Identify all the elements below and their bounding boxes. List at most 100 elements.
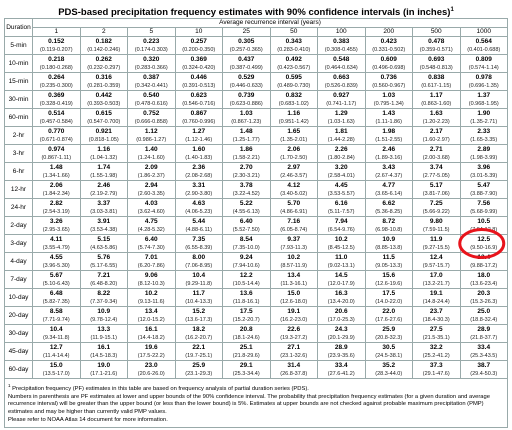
confidence-interval: (12.0-17.9): [327, 280, 355, 287]
confidence-interval: (3.96-5.30): [42, 262, 70, 269]
estimate-value: 0.540: [143, 91, 160, 99]
estimate-value: 0.478: [428, 37, 445, 45]
estimate-cell: 7.01 (6.20-7.86): [127, 252, 176, 271]
estimate-cell: 6.40 (5.74-7.30): [127, 234, 176, 253]
confidence-interval: (6.48-8.20): [90, 280, 118, 287]
confidence-interval: (5.68-9.99): [470, 208, 498, 215]
estimate-cell: 7.21 (6.48-8.20): [79, 270, 128, 289]
estimate-cell: 18.0 (13.6-23.4): [459, 270, 508, 289]
footnote-mark: 1: [8, 383, 11, 388]
confidence-interval: (4.88-6.11): [185, 226, 213, 233]
confidence-interval: (7.94-12.8): [470, 226, 498, 233]
estimate-cell: 22.0 (17.6-27.6): [364, 306, 413, 325]
confidence-interval: (2.95-3.65): [42, 226, 70, 233]
estimate-cell: 10.2 (8.57-11.9): [269, 252, 318, 271]
estimate-value: 0.442: [95, 91, 112, 99]
estimate-value: 1.40: [144, 145, 158, 153]
estimate-cell: 15.0 (12.6-18.0): [269, 288, 318, 307]
estimate-value: 10.9: [382, 235, 396, 243]
confidence-interval: (0.867-1.11): [41, 154, 72, 161]
estimate-cell: 5.70 (4.86-6.91): [269, 198, 318, 217]
confidence-interval: (6.55-8.39): [185, 244, 213, 251]
estimate-cell: 25.0 (18.8-32.4): [459, 306, 508, 325]
estimate-cell: 2.70 (2.30-3.21): [222, 162, 271, 181]
estimate-value: 4.12: [287, 181, 301, 189]
confidence-interval: (3.88-7.90): [470, 190, 498, 197]
confidence-interval: (0.324-0.420): [182, 64, 216, 71]
estimate-cell: 0.218 (0.180-0.268): [32, 54, 81, 73]
confidence-interval: (16.2-20.7): [185, 334, 213, 341]
confidence-interval: (5.82-7.35): [42, 298, 70, 305]
pf-table: Duration Average recurrence interval (yea…: [4, 18, 508, 379]
estimate-cell: 6.48 (5.82-7.35): [32, 288, 81, 307]
title-text: PDS-based precipitation frequency estima…: [58, 7, 451, 19]
confidence-interval: (9.88-17.2): [470, 262, 498, 269]
confidence-interval: (9.05-13.3): [375, 262, 403, 269]
confidence-interval: (9.78-12.4): [90, 316, 118, 323]
estimate-value: 2.33: [477, 127, 491, 135]
confidence-interval: (0.526-0.839): [324, 82, 358, 89]
estimate-cell: 19.6 (17.5-22.2): [127, 342, 176, 361]
estimate-cell: 1.48 (1.34-1.66): [32, 162, 81, 181]
estimate-value: 19.1: [429, 289, 443, 297]
confidence-interval: (25.3-34.4): [232, 370, 260, 377]
duration-cell: 7-day: [4, 270, 33, 289]
estimate-cell: 0.442 (0.393-0.503): [79, 90, 128, 109]
estimate-cell: 10.2 (8.45-12.5): [317, 234, 366, 253]
confidence-interval: (0.308-0.455): [324, 46, 358, 53]
estimate-cell: 0.182 (0.142-0.246): [79, 36, 128, 55]
confidence-interval: (17.6-27.6): [375, 316, 403, 323]
confidence-interval: (29.1-47.6): [422, 370, 450, 377]
estimate-value: 1.63: [429, 109, 443, 117]
estimate-cell: 4.75 (4.28-5.32): [127, 216, 176, 235]
estimate-value: 0.739: [238, 91, 255, 99]
estimate-value: 22.0: [382, 307, 396, 315]
estimate-value: 9.80: [429, 217, 443, 225]
estimate-value: 11.9: [430, 235, 443, 243]
duration-cell: 24-hr: [4, 198, 33, 217]
estimate-value: 2.09: [144, 163, 158, 171]
confidence-interval: (1.55-1.98): [90, 172, 118, 179]
estimate-value: 3.43: [382, 163, 396, 171]
confidence-interval: (0.574-1.14): [468, 64, 499, 71]
estimate-cell: 0.736 (0.560-0.967): [364, 72, 413, 91]
confidence-interval: (0.423-0.567): [277, 64, 311, 71]
confidence-interval: (3.81-7.06): [422, 190, 450, 197]
confidence-interval: (0.464-0.634): [324, 64, 358, 71]
estimate-cell: 2.06 (1.84-2.34): [32, 180, 81, 199]
estimate-value: 16.1: [97, 343, 111, 351]
estimate-value: 1.03: [382, 91, 396, 99]
estimate-value: 2.26: [334, 145, 348, 153]
confidence-interval: (9.27-15.5): [422, 244, 450, 251]
estimate-value: 12.7: [49, 343, 63, 351]
confidence-interval: (1.60-2.97): [422, 136, 450, 143]
confidence-interval: (6.05-8.74): [280, 226, 308, 233]
confidence-interval: (18.1-24.6): [232, 334, 260, 341]
estimate-value: 0.223: [143, 37, 160, 45]
interval-header: 1000: [459, 27, 508, 37]
estimate-cell: 0.663 (0.526-0.839): [317, 72, 366, 91]
confidence-interval: (12.6-18.0): [280, 298, 308, 305]
confidence-interval: (5.17-6.55): [90, 262, 118, 269]
confidence-interval: (0.741-1.17): [326, 100, 357, 107]
estimate-value: 32.2: [429, 343, 443, 351]
confidence-interval: (1.89-3.16): [375, 154, 403, 161]
confidence-interval: (20.1-29.9): [327, 334, 355, 341]
estimate-cell: 8.54 (7.35-10.0): [222, 234, 271, 253]
confidence-interval: (4.86-6.91): [280, 208, 308, 215]
confidence-interval: (20.8-32.3): [375, 334, 403, 341]
estimate-cell: 10.9 (8.85-13.8): [364, 234, 413, 253]
estimate-cell: 0.492 (0.423-0.567): [269, 54, 318, 73]
confidence-interval: (3.22-4.52): [232, 190, 260, 197]
confidence-interval: (19.3-27.2): [280, 334, 308, 341]
duration-cell: 30-min: [4, 90, 33, 109]
estimate-value: 0.921: [95, 127, 112, 135]
estimate-value: 25.0: [477, 307, 491, 315]
estimate-value: 7.21: [97, 271, 111, 279]
estimate-cell: 33.4 (27.6-41.2): [317, 360, 366, 379]
confidence-interval: (15.2-20.7): [232, 316, 260, 323]
estimate-cell: 0.809 (0.574-1.14): [459, 54, 508, 73]
table-head: Duration Average recurrence interval (yea…: [4, 18, 508, 37]
estimate-cell: 0.832 (0.683-1.02): [269, 90, 318, 109]
confidence-interval: (9.29-11.8): [185, 280, 213, 287]
